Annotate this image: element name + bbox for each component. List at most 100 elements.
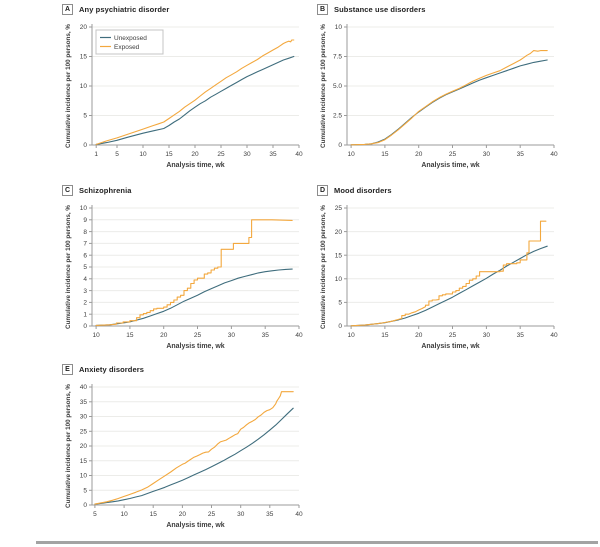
- y-tick-label: 2.5: [333, 113, 342, 120]
- x-tick-label: 30: [228, 332, 236, 339]
- x-tick-label: 35: [517, 332, 525, 339]
- series-line-exposed: [350, 220, 547, 327]
- series-line-exposed: [94, 391, 294, 505]
- y-tick-label: 35: [80, 399, 88, 406]
- panel-b-letter-badge: B: [317, 3, 328, 15]
- series-line-unexposed: [95, 268, 293, 326]
- x-tick-label: 25: [217, 151, 225, 158]
- y-axis-title: Cumulative incidence per 100 persons, %: [65, 24, 72, 148]
- panel-b: B Substance use disorders 0 2.5 5.0 7.5 10 10…: [317, 3, 561, 173]
- y-tick-label: 9: [83, 217, 87, 224]
- x-tick-label: 25: [208, 511, 216, 518]
- x-tick-label: 40: [295, 511, 303, 518]
- x-tick-label: 40: [295, 332, 303, 339]
- y-axis-title: Cumulative incidence per 100 persons, %: [320, 24, 327, 148]
- series-line-exposed: [95, 219, 293, 326]
- series-line-exposed: [95, 39, 295, 145]
- y-tick-label: 10: [80, 83, 88, 90]
- x-tick-label: 40: [550, 151, 558, 158]
- panel-e-letter-badge: E: [62, 363, 73, 375]
- x-tick-label: 30: [237, 511, 245, 518]
- x-axis-title: Analysis time, wk: [166, 522, 224, 529]
- x-tick-label: 35: [269, 151, 277, 158]
- y-tick-label: 6: [83, 252, 87, 259]
- x-tick-label: 10: [347, 151, 355, 158]
- y-axis-title: Cumulative incidence per 100 persons, %: [65, 205, 72, 329]
- y-tick-label: 20: [335, 229, 343, 236]
- y-tick-label: 0: [338, 323, 342, 330]
- y-tick-label: 30: [80, 414, 88, 421]
- x-tick-label: 20: [191, 151, 199, 158]
- y-tick-label: 2: [83, 300, 87, 307]
- series-line-unexposed: [95, 55, 295, 145]
- x-axis-title: Analysis time, wk: [421, 162, 479, 169]
- y-tick-label: 4: [83, 276, 87, 283]
- panel-a-letter-badge: A: [62, 3, 73, 15]
- figure-bottom-divider: [36, 541, 598, 544]
- panel-c-letter-badge: C: [62, 184, 73, 196]
- y-tick-label: 20: [80, 24, 88, 31]
- x-tick-label: 20: [179, 511, 187, 518]
- chart-substance-use-disorders: 0 2.5 5.0 7.5 10 10 15 20 25 30 35 40 Analysis time,…: [320, 24, 558, 169]
- y-tick-label: 0: [83, 502, 87, 509]
- panel-e-title: Anxiety disorders: [79, 364, 145, 374]
- x-tick-label: 35: [266, 511, 274, 518]
- x-tick-label: 15: [165, 151, 173, 158]
- x-tick-label: 25: [194, 332, 202, 339]
- panel-c: C Schizophrenia 0 1 2 3 4 5 6 7 8 9 10 10 15 20 25 30 35…: [62, 184, 306, 354]
- y-tick-label: 7.5: [333, 54, 342, 61]
- x-tick-label: 20: [415, 332, 423, 339]
- x-tick-label: 1: [94, 151, 98, 158]
- panel-b-title: Substance use disorders: [334, 4, 426, 14]
- series-line-exposed: [350, 50, 548, 146]
- panel-a-header: A Any psychiatric disorder: [62, 3, 306, 15]
- y-tick-label: 20: [80, 443, 88, 450]
- y-tick-label: 25: [335, 205, 343, 212]
- chart-mood-disorders: 0 5 10 15 20 25 10 15 20 25 30 35 40 Analysis time, w…: [320, 205, 558, 350]
- chart-schizophrenia: 0 1 2 3 4 5 6 7 8 9 10 10 15 20 25 30 35 40 Analysis time,…: [65, 205, 303, 350]
- y-axis-title: Cumulative incidence per 100 persons, %: [320, 205, 327, 329]
- x-tick-label: 30: [483, 151, 491, 158]
- y-tick-label: 5: [83, 487, 87, 494]
- panel-a: A Any psychiatric disorder 0 5 10 15 20 1 5 10 1…: [62, 3, 306, 173]
- y-tick-label: 0: [83, 142, 87, 149]
- y-tick-label: 10: [335, 276, 343, 283]
- panel-e: E Anxiety disorders 0 5 10 15 20 25 30 35 40 5 10 1…: [62, 363, 306, 533]
- y-tick-label: 1: [83, 311, 87, 318]
- y-tick-label: 15: [80, 54, 88, 61]
- panel-c-title: Schizophrenia: [79, 185, 132, 195]
- y-tick-label: 10: [80, 473, 88, 480]
- x-tick-label: 10: [92, 332, 100, 339]
- y-tick-label: 40: [80, 384, 88, 391]
- series-line-unexposed: [350, 245, 548, 327]
- x-tick-label: 10: [139, 151, 147, 158]
- y-tick-label: 15: [335, 252, 343, 259]
- panel-c-header: C Schizophrenia: [62, 184, 306, 196]
- x-tick-label: 5: [93, 511, 97, 518]
- y-tick-label: 10: [335, 24, 343, 31]
- y-tick-label: 3: [83, 288, 87, 295]
- x-tick-label: 15: [381, 332, 389, 339]
- y-tick-label: 0: [338, 142, 342, 149]
- x-tick-label: 15: [150, 511, 158, 518]
- panel-d-header: D Mood disorders: [317, 184, 561, 196]
- x-tick-label: 20: [415, 151, 423, 158]
- x-tick-label: 35: [517, 151, 525, 158]
- x-axis-title: Analysis time, wk: [166, 162, 224, 169]
- x-tick-label: 25: [449, 332, 457, 339]
- panel-d: D Mood disorders 0 5 10 15 20 25 10 15 20 25 30 35 4…: [317, 184, 561, 354]
- y-axis-title: Cumulative incidence per 100 persons, %: [65, 384, 72, 508]
- x-tick-label: 10: [120, 511, 128, 518]
- x-tick-label: 15: [381, 151, 389, 158]
- x-tick-label: 20: [160, 332, 168, 339]
- y-tick-label: 5: [83, 113, 87, 120]
- x-tick-label: 10: [347, 332, 355, 339]
- panel-b-header: B Substance use disorders: [317, 3, 561, 15]
- y-tick-label: 25: [80, 428, 88, 435]
- panel-e-header: E Anxiety disorders: [62, 363, 306, 375]
- x-tick-label: 30: [483, 332, 491, 339]
- x-tick-label: 25: [449, 151, 457, 158]
- x-tick-label: 40: [295, 151, 303, 158]
- panel-a-title: Any psychiatric disorder: [79, 4, 170, 14]
- y-tick-label: 5: [338, 300, 342, 307]
